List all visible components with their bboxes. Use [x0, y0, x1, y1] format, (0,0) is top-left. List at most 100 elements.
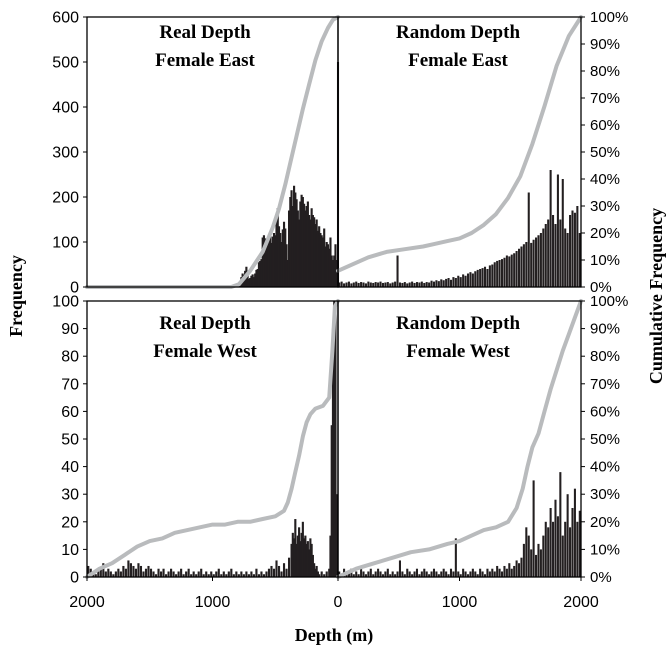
right-tick-label-bottom-4: 60%: [590, 403, 620, 420]
bar-bottom-1-55: [471, 568, 474, 577]
bar-bottom-0-68: [257, 574, 260, 577]
left-tick-label-top-2: 200: [52, 190, 79, 207]
bar-top-1-92: [559, 219, 562, 287]
bar-bottom-0-0: [87, 565, 90, 577]
bar-bottom-1-53: [466, 574, 470, 577]
bar-top-0-23: [266, 242, 269, 287]
bar-bottom-0-28: [157, 568, 160, 577]
bar-top-0-19: [261, 237, 264, 287]
bar-top-1-88: [549, 170, 552, 287]
bar-top-1-81: [532, 239, 535, 287]
bar-bottom-0-82: [291, 532, 294, 577]
bar-bottom-1-58: [479, 568, 482, 577]
bar-bottom-0-83: [293, 538, 296, 577]
left-tick-label-top-4: 400: [52, 100, 79, 117]
bar-top-1-58: [476, 269, 479, 287]
bar-top-0-10: [250, 275, 253, 287]
left-tick-label-bottom-1: 10: [61, 542, 79, 559]
bar-top-0-71: [326, 244, 330, 287]
bar-top-1-84: [539, 233, 542, 287]
bar-bottom-0-72: [267, 568, 271, 577]
bar-bottom-0-89: [300, 532, 303, 577]
bar-bottom-0-42: [192, 571, 195, 577]
bar-bottom-1-82: [537, 543, 540, 577]
bar-top-1-26: [398, 282, 401, 287]
bar-bottom-0-97: [310, 543, 313, 577]
bar-top-1-65: [493, 262, 496, 287]
bar-bottom-1-43: [442, 568, 445, 577]
bar-top-1-93: [561, 179, 564, 287]
bar-bottom-1-48: [454, 538, 457, 577]
bar-bottom-0-12: [117, 568, 120, 577]
bar-bottom-1-14: [372, 574, 375, 577]
bar-bottom-0-24: [147, 565, 150, 577]
bar-bottom-0-54: [222, 571, 225, 577]
bar-bottom-1-44: [445, 571, 448, 577]
bar-top-1-60: [481, 268, 484, 287]
bar-top-1-57: [474, 271, 477, 287]
bar-top-1-28: [403, 282, 406, 287]
bar-bottom-0-55: [225, 574, 228, 577]
bar-top-0-46: [295, 199, 298, 287]
bar-bottom-0-43: [195, 574, 198, 577]
bar-bottom-1-74: [518, 563, 521, 577]
right-tick-label-top-8: 20%: [590, 225, 620, 242]
bar-bottom-1-40: [435, 571, 438, 577]
bar-bottom-0-16: [127, 560, 130, 577]
bar-top-1-3: [343, 283, 346, 287]
y-axis-left-title: Frequency: [6, 255, 26, 337]
bar-top-0-74: [330, 255, 333, 287]
bar-bottom-0-67: [255, 568, 258, 577]
bar-top-0-61: [314, 224, 317, 287]
right-tick-label-bottom-8: 20%: [590, 514, 620, 531]
right-tick-label-bottom-3: 70%: [590, 376, 620, 393]
bar-bottom-1-41: [437, 574, 440, 577]
bar-top-0-77: [334, 244, 337, 287]
bar-top-0-27: [271, 236, 274, 287]
left-tick-label-bottom-5: 50: [61, 432, 79, 449]
bar-bottom-1-68: [503, 565, 506, 577]
bar-top-0-62: [315, 219, 318, 287]
bar-bottom-1-86: [547, 527, 550, 577]
left-tick-label-top-0: 0: [70, 280, 79, 297]
bar-top-1-95: [566, 233, 569, 287]
bar-top-1-59: [479, 269, 482, 287]
bar-top-1-24: [394, 281, 397, 287]
bar-top-1-53: [464, 275, 467, 287]
bar-bottom-0-91: [303, 538, 306, 577]
bar-bottom-0-13: [119, 571, 122, 577]
bar-bottom-0-33: [170, 568, 173, 577]
bar-bottom-1-73: [515, 560, 518, 577]
bar-top-0-55: [306, 201, 309, 287]
left-tick-label-bottom-3: 30: [61, 487, 79, 504]
bar-top-0-40: [287, 210, 291, 287]
bar-bottom-0-100: [314, 568, 317, 577]
bar-bottom-1-15: [374, 571, 377, 577]
bar-top-0-60: [313, 217, 316, 287]
bars-layer: [87, 62, 581, 577]
bar-bottom-1-19: [384, 571, 387, 577]
bar-top-0-28: [272, 233, 276, 287]
bar-top-1-42: [437, 281, 440, 287]
bar-top-0-24: [267, 236, 271, 287]
bar-top-0-54: [305, 206, 308, 287]
bar-bottom-1-84: [542, 535, 545, 577]
bar-top-1-86: [544, 224, 547, 287]
bar-bottom-0-41: [190, 574, 193, 577]
bar-top-0-56: [308, 215, 311, 287]
bar-top-1-43: [440, 279, 443, 287]
bar-bottom-1-28: [406, 568, 409, 577]
bar-bottom-1-61: [486, 568, 489, 577]
bar-bottom-1-21: [389, 574, 392, 577]
panel-title-top-left-line1: Real Depth: [159, 22, 251, 43]
bar-bottom-0-79: [285, 568, 288, 577]
bar-bottom-1-94: [566, 494, 569, 577]
bar-top-1-75: [518, 248, 521, 287]
bar-bottom-0-5: [99, 568, 102, 577]
bar-bottom-0-103: [318, 574, 321, 577]
bar-bottom-1-63: [491, 568, 494, 577]
bar-top-1-62: [486, 269, 489, 287]
bar-bottom-0-53: [220, 574, 223, 577]
bar-bottom-0-32: [167, 571, 170, 577]
bar-top-0-14: [255, 269, 258, 287]
